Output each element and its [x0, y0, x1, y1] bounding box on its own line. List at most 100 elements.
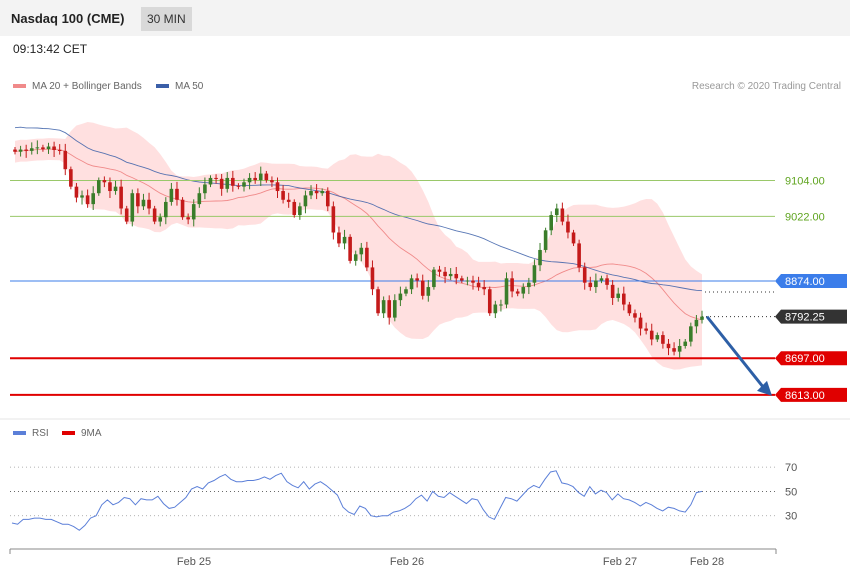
candle	[253, 177, 257, 181]
candle	[616, 293, 621, 298]
candle	[499, 304, 503, 306]
rsi-tick-label: 70	[785, 462, 797, 474]
candle	[175, 188, 179, 200]
candle	[337, 232, 341, 244]
candle	[689, 326, 693, 342]
candle	[219, 178, 224, 189]
legend-9ma: 9MA	[62, 428, 102, 439]
candle	[622, 293, 626, 305]
candle	[661, 335, 665, 344]
candle	[532, 265, 537, 283]
candle	[113, 186, 118, 192]
level-label-pivot: 8874.00	[785, 276, 825, 288]
candle	[325, 191, 330, 207]
level-label-support-2: 8613.00	[785, 390, 825, 402]
candle	[538, 249, 542, 266]
candle	[41, 147, 45, 150]
level-tag-support-1	[775, 351, 847, 366]
candle	[63, 150, 68, 170]
candle	[46, 146, 51, 150]
level-label-support-1: 8697.00	[785, 353, 825, 365]
candle	[197, 193, 202, 205]
candle	[420, 280, 425, 296]
ma9-swatch	[62, 431, 75, 436]
candle	[381, 300, 386, 314]
candle	[437, 269, 442, 272]
rsi-line	[11, 470, 703, 531]
x-tick-label: Feb 28	[690, 556, 724, 568]
legend-ma50: MA 50	[156, 81, 203, 92]
candle	[35, 147, 40, 149]
legend-rsi: RSI	[13, 428, 49, 439]
legend-ma50-label: MA 50	[175, 81, 204, 92]
candle	[169, 188, 174, 202]
candle	[448, 273, 453, 277]
candle	[331, 206, 336, 233]
candle	[471, 280, 475, 283]
ma50-line	[14, 126, 703, 292]
candle	[124, 208, 129, 222]
legend-ma20: MA 20 + Bollinger Bands	[13, 81, 142, 92]
chart-header: Nasdaq 100 (CME) 30 MIN	[0, 0, 850, 36]
candle	[666, 343, 671, 349]
candle	[24, 149, 28, 151]
forecast-arrowhead	[757, 380, 772, 396]
candle	[91, 193, 95, 205]
candle	[521, 287, 526, 294]
level-tag-support-2	[775, 387, 847, 402]
candle	[191, 204, 196, 220]
candle	[560, 208, 565, 222]
candle	[549, 215, 553, 231]
candle	[85, 195, 90, 205]
candle	[309, 191, 313, 196]
level-label-last: 8792.25	[785, 312, 825, 324]
candle	[443, 271, 447, 277]
candle	[582, 267, 587, 283]
candle	[96, 180, 101, 194]
candle	[164, 201, 168, 218]
candle	[69, 169, 73, 187]
candle	[18, 149, 23, 152]
legend-rsi-label: RSI	[32, 428, 49, 439]
candle	[152, 208, 157, 222]
rsi-swatch	[13, 431, 26, 436]
candle	[264, 173, 269, 181]
candle	[186, 217, 190, 220]
candle	[320, 191, 324, 194]
candle	[599, 278, 604, 281]
candle	[208, 177, 213, 185]
candle	[108, 182, 112, 192]
candle	[515, 291, 520, 294]
candle	[281, 191, 285, 200]
rsi-tick-label: 50	[785, 486, 797, 498]
candle	[203, 184, 207, 194]
candle	[147, 199, 151, 209]
candle	[376, 289, 380, 314]
legend-ma20-label: MA 20 + Bollinger Bands	[32, 81, 142, 92]
level-tag-last	[775, 309, 847, 324]
candle	[298, 206, 302, 216]
candle	[404, 289, 408, 294]
instrument-title: Nasdaq 100 (CME)	[11, 11, 125, 26]
candle	[700, 316, 704, 320]
candle	[365, 247, 369, 268]
candle	[426, 287, 431, 296]
x-tick-label: Feb 27	[603, 556, 637, 568]
candle	[348, 236, 352, 261]
candle	[119, 186, 123, 209]
candle	[487, 289, 492, 314]
candle	[387, 300, 392, 318]
candle	[610, 284, 615, 298]
x-tick-label: Feb 25	[177, 556, 211, 568]
candle	[415, 278, 419, 281]
candle	[493, 304, 498, 314]
forecast-arrow	[705, 315, 765, 388]
candle	[29, 148, 34, 151]
candle	[649, 330, 654, 340]
candle	[130, 193, 135, 222]
candle	[694, 319, 699, 327]
candle	[627, 304, 632, 314]
interval-badge[interactable]: 30 MIN	[141, 7, 192, 31]
candle	[644, 328, 648, 331]
